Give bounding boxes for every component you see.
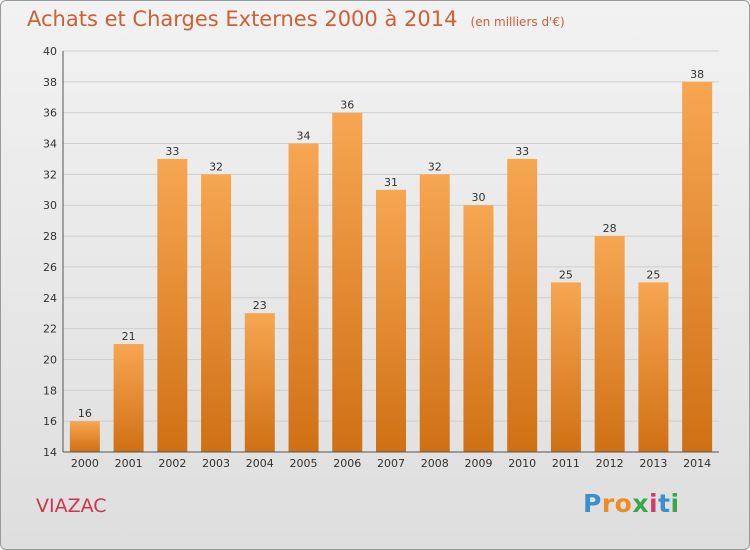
bar — [550, 282, 581, 452]
data-label: 32 — [209, 160, 223, 173]
x-tick-label: 2013 — [639, 457, 667, 470]
data-label: 38 — [690, 68, 704, 81]
data-label: 31 — [384, 176, 398, 189]
y-tick-labels: 14 16 18 20 22 24 26 28 30 32 34 36 38 40 — [43, 45, 57, 459]
logo-letter: x — [632, 489, 649, 518]
bar — [682, 81, 713, 452]
x-tick-label: 2008 — [421, 457, 449, 470]
data-label: 23 — [253, 299, 267, 312]
data-label: 25 — [646, 268, 660, 281]
data-label: 32 — [428, 160, 442, 173]
logo-letter: P — [583, 489, 602, 518]
commune-name: VIAZAC — [36, 495, 107, 517]
bar — [463, 205, 494, 452]
x-tick-label: 2002 — [158, 457, 186, 470]
bar — [332, 112, 363, 452]
x-tick-labels: 2000 2001 2002 2003 2004 2005 2006 2007 2008 2009… — [71, 457, 711, 470]
y-tick-label: 20 — [43, 353, 57, 366]
data-label: 30 — [471, 191, 485, 204]
y-tick-label: 24 — [43, 292, 57, 305]
bar — [376, 189, 406, 453]
data-labels: 16 21 33 32 23 34 36 31 32 30 33 25 28 25 38 — [78, 68, 704, 420]
y-tick-label: 28 — [43, 230, 57, 243]
data-label: 25 — [559, 268, 573, 281]
x-tick-label: 2003 — [202, 457, 230, 470]
x-tick-label: 2009 — [464, 457, 492, 470]
x-tick-label: 2007 — [377, 457, 405, 470]
chart-unit: (en milliers d'€) — [470, 15, 565, 29]
logo-letter: i — [670, 489, 680, 518]
x-tick-label: 2005 — [290, 457, 318, 470]
y-tick-label: 30 — [43, 199, 57, 212]
bar — [113, 344, 144, 452]
logo-letter: o — [614, 489, 633, 518]
bar — [201, 174, 232, 452]
y-tick-label: 38 — [43, 76, 57, 89]
x-tick-label: 2014 — [683, 457, 711, 470]
y-tick-label: 32 — [43, 168, 57, 181]
data-label: 33 — [515, 145, 529, 158]
x-tick-label: 2012 — [596, 457, 624, 470]
data-label: 33 — [165, 145, 179, 158]
y-tick-label: 18 — [43, 384, 57, 397]
data-label: 28 — [603, 222, 617, 235]
x-tick-label: 2000 — [71, 457, 99, 470]
bar — [157, 158, 188, 452]
y-tick-label: 22 — [43, 323, 57, 336]
x-tick-label: 2001 — [115, 457, 143, 470]
y-tick-label: 16 — [43, 415, 57, 428]
bar — [419, 174, 450, 452]
y-tick-label: 40 — [43, 45, 57, 58]
y-tick-label: 26 — [43, 261, 57, 274]
data-label: 36 — [340, 99, 354, 112]
data-label: 16 — [78, 407, 92, 420]
bar — [288, 143, 319, 453]
data-label: 21 — [122, 330, 136, 343]
proxiti-logo: Proxiti — [583, 489, 680, 518]
y-tick-label: 34 — [43, 138, 57, 151]
bar — [69, 421, 100, 452]
x-tick-label: 2010 — [508, 457, 536, 470]
bars — [69, 81, 713, 453]
chart-title-block: Achats et Charges Externes 2000 à 2014 (… — [27, 7, 565, 31]
bar — [594, 236, 625, 452]
x-tick-label: 2006 — [333, 457, 361, 470]
bar — [244, 313, 275, 452]
y-tick-label: 14 — [43, 446, 57, 459]
x-tick-label: 2011 — [552, 457, 580, 470]
logo-letter: t — [658, 489, 671, 518]
logo-letter: r — [601, 489, 615, 518]
chart-title: Achats et Charges Externes 2000 à 2014 — [27, 7, 458, 31]
bar — [638, 282, 669, 452]
data-label: 34 — [297, 130, 311, 143]
bar — [507, 158, 538, 452]
logo-letter: i — [649, 489, 659, 518]
x-tick-label: 2004 — [246, 457, 274, 470]
y-tick-label: 36 — [43, 107, 57, 120]
axes — [62, 51, 719, 453]
